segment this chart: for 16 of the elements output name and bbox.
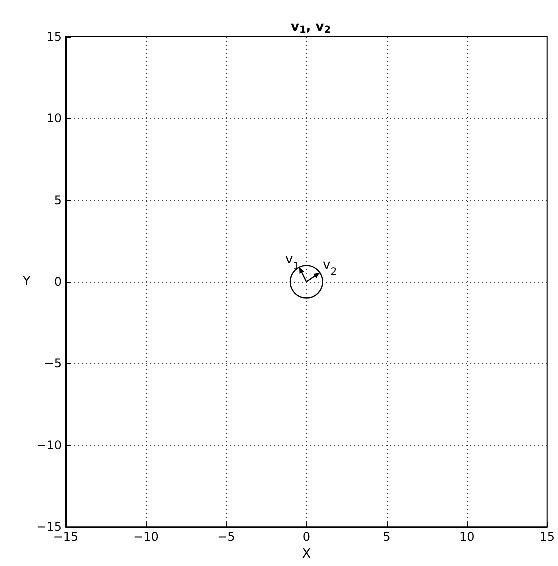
- x-tick-label: 5: [383, 530, 391, 544]
- y-tick-label: 15: [46, 30, 62, 44]
- x-axis-title: X: [302, 547, 312, 562]
- x-tick-label: 15: [540, 530, 556, 544]
- y-tick-label: −10: [36, 438, 62, 452]
- y-axis-title: Y: [22, 274, 31, 290]
- y-tick-label: 5: [54, 193, 62, 208]
- x-tick-label: −5: [218, 530, 236, 544]
- x-tick-label: 10: [459, 530, 475, 544]
- x-tick-label: 0: [302, 530, 311, 544]
- y-tick-label: 10: [46, 112, 62, 126]
- y-tick-label: −5: [44, 356, 62, 371]
- x-tick-label: −10: [134, 530, 159, 544]
- y-tick-label: 0: [54, 275, 62, 290]
- y-tick-label: −15: [36, 520, 62, 534]
- annotation: v$_{2}$: [323, 258, 338, 278]
